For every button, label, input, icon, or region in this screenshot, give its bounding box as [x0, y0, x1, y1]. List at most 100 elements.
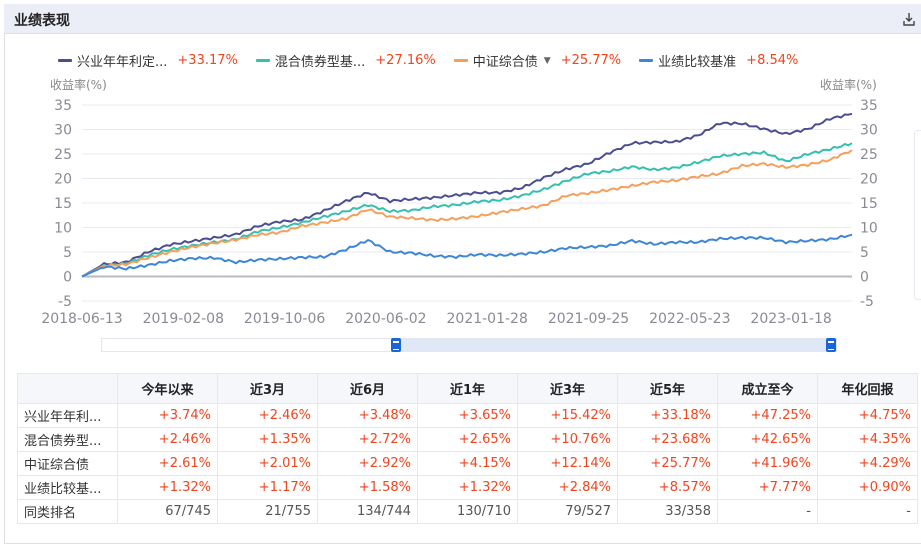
row-label: 业绩比较基...	[17, 475, 118, 500]
range-slider-start-handle[interactable]	[390, 338, 401, 352]
legend-marker	[255, 59, 270, 62]
panel-title: 业绩表现	[14, 13, 70, 29]
y-tick-label-right: 0	[860, 270, 869, 286]
legend-name: 兴业年年利定...	[77, 55, 168, 70]
table-row: 中证综合债 +2.61% +2.01% +2.92% +4.15% +12.14% +25.…	[17, 451, 918, 476]
table-cell: +2.92%	[317, 451, 418, 476]
y-tick-label-right: 20	[860, 172, 878, 188]
y-tick-label-left: 20	[54, 172, 72, 188]
table-cell: +2.46%	[117, 427, 218, 452]
y-tick-label-right: 10	[860, 221, 878, 237]
table-cell: 67/745	[117, 499, 218, 524]
table-row: 混合债券型... +2.46% +1.35% +2.72% +2.65% +10.76% +…	[17, 427, 918, 452]
column-header: 近6月	[317, 373, 418, 404]
y-axis-label-left: 收益率(%)	[50, 78, 107, 92]
table-cell: +8.57%	[617, 475, 718, 500]
series-line	[81, 112, 853, 278]
table-cell: +2.84%	[517, 475, 618, 500]
x-tick-label: 2019-02-08	[143, 311, 224, 327]
legend-name: 混合债券型基...	[274, 55, 366, 70]
y-tick-label-right: 30	[860, 123, 878, 139]
table-row: 兴业年年利... +3.74% +2.46% +3.48% +3.65% +15.42% +…	[17, 403, 918, 428]
x-tick-label: 2020-06-02	[345, 311, 426, 327]
x-tick-label: 2021-09-25	[548, 311, 629, 327]
legend-name: 业绩比较基准	[658, 55, 737, 70]
legend-return: +27.16%	[375, 53, 436, 68]
table-cell: +7.77%	[717, 475, 818, 500]
column-header: 今年以来	[117, 373, 218, 404]
column-header	[17, 373, 118, 404]
range-slider-end-handle[interactable]	[826, 338, 836, 352]
table-cell: +1.32%	[417, 475, 518, 500]
table-cell: +4.15%	[417, 451, 518, 476]
table-cell: +1.17%	[217, 475, 318, 500]
table-cell: +3.65%	[417, 403, 518, 428]
y-tick-label-right: -5	[860, 294, 874, 310]
table-cell: +4.29%	[817, 451, 918, 476]
table-cell: +3.48%	[317, 403, 418, 428]
table-cell: 130/710	[417, 499, 518, 524]
y-tick-label-left: 25	[54, 147, 72, 163]
x-tick-label: 2019-10-06	[244, 311, 325, 327]
table-cell: +23.68%	[617, 427, 718, 452]
legend-return: +33.17%	[177, 53, 238, 68]
y-axis-label-right: 收益率(%)	[820, 78, 877, 92]
table-cell: +3.74%	[117, 403, 218, 428]
column-header: 年化回报	[817, 373, 918, 404]
dropdown-caret-icon[interactable]: ▼	[543, 55, 551, 66]
table-cell: -	[717, 499, 818, 524]
legend-marker	[639, 59, 654, 62]
column-header: 近1年	[417, 373, 518, 404]
series-line	[81, 233, 853, 278]
y-tick-label-right: 15	[860, 196, 878, 212]
table-cell: +2.01%	[217, 451, 318, 476]
table-cell: +1.35%	[217, 427, 318, 452]
legend-item[interactable]: 兴业年年利定... +33.17%	[58, 51, 238, 70]
table-cell: +47.25%	[717, 403, 818, 428]
side-panel-edge	[914, 130, 921, 300]
table-cell: +4.75%	[817, 403, 918, 428]
range-slider[interactable]	[101, 338, 837, 352]
y-tick-label-left: 35	[54, 98, 72, 114]
y-tick-label-left: 0	[63, 270, 72, 286]
column-header: 近5年	[617, 373, 718, 404]
y-tick-label-left: 30	[54, 123, 72, 139]
row-label: 中证综合债	[17, 451, 118, 476]
table-cell: +4.35%	[817, 427, 918, 452]
download-icon[interactable]	[903, 12, 915, 26]
legend-item[interactable]: 中证综合债 ▼ +25.77%	[453, 51, 622, 70]
panel-header: 业绩表现	[4, 4, 921, 34]
legend-item[interactable]: 业绩比较基准 +8.54%	[639, 51, 798, 70]
column-header: 成立至今	[717, 373, 818, 404]
legend-return: +25.77%	[560, 53, 622, 68]
table-cell: +15.42%	[517, 403, 618, 428]
y-tick-label-left: 10	[54, 221, 72, 237]
y-tick-label-right: 5	[860, 245, 869, 261]
table-cell: +0.90%	[817, 475, 918, 500]
table-row: 同类排名 67/745 21/755 134/744 130/710 79/527 33/3…	[17, 499, 918, 524]
y-tick-label-right: 25	[860, 147, 878, 163]
legend-return: +8.54%	[746, 53, 799, 68]
x-tick-label: 2021-01-28	[447, 311, 528, 327]
legend-marker	[453, 59, 468, 62]
table-cell: +2.72%	[317, 427, 418, 452]
table-cell: +33.18%	[617, 403, 718, 428]
row-label: 混合债券型...	[17, 427, 118, 452]
table-cell: -	[817, 499, 918, 524]
table-cell: 21/755	[217, 499, 318, 524]
legend-item[interactable]: 混合债券型基... +27.16%	[255, 51, 436, 70]
y-tick-label-left: -5	[58, 294, 72, 310]
column-header: 近3月	[217, 373, 318, 404]
legend-marker	[58, 59, 72, 62]
table-cell: +2.65%	[417, 427, 518, 452]
table-cell: 134/744	[317, 499, 418, 524]
series-line	[81, 149, 853, 278]
table-cell: +42.65%	[717, 427, 818, 452]
column-header: 近3年	[517, 373, 618, 404]
legend-name: 中证综合债	[472, 55, 538, 70]
chart-legend: 兴业年年利定... +33.17% 混合债券型基... +27.16% 中证综合债 ▼ +2…	[58, 51, 816, 70]
table-cell: +41.96%	[717, 451, 818, 476]
x-tick-label: 2018-06-13	[41, 311, 122, 327]
range-slider-selection[interactable]	[395, 339, 830, 351]
